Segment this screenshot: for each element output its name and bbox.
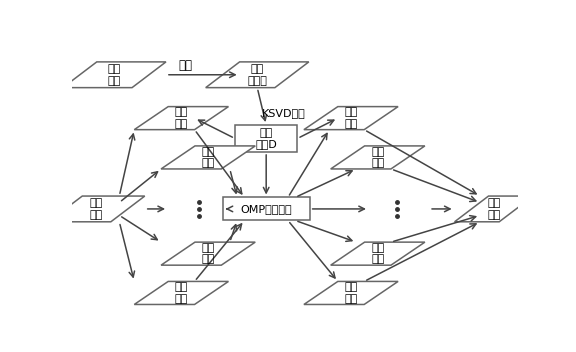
- Text: 取样: 取样: [179, 59, 193, 72]
- Polygon shape: [304, 107, 398, 130]
- Text: 训练
图集: 训练 图集: [108, 64, 121, 86]
- Text: 通用
字典D: 通用 字典D: [255, 128, 277, 149]
- Text: 子图
像块: 子图 像块: [175, 107, 188, 129]
- Text: 稀疏
向量: 稀疏 向量: [371, 243, 384, 264]
- Text: 稀疏
矩阵: 稀疏 矩阵: [487, 198, 501, 220]
- Polygon shape: [134, 282, 229, 304]
- Polygon shape: [134, 107, 229, 130]
- Text: 稀疏
向量: 稀疏 向量: [344, 282, 358, 304]
- Bar: [235, 125, 297, 152]
- Text: 稀疏
向量: 稀疏 向量: [344, 107, 358, 129]
- Polygon shape: [454, 196, 533, 222]
- Polygon shape: [331, 146, 425, 169]
- Polygon shape: [161, 242, 255, 265]
- Text: 训练
子图集: 训练 子图集: [247, 64, 267, 86]
- Polygon shape: [48, 196, 145, 222]
- Polygon shape: [331, 242, 425, 265]
- Polygon shape: [304, 282, 398, 304]
- Text: OMP稀疏分解: OMP稀疏分解: [240, 204, 292, 214]
- Text: 测试
图片: 测试 图片: [90, 198, 103, 220]
- Text: 子图
像块: 子图 像块: [202, 147, 215, 168]
- Text: 子图
像块: 子图 像块: [175, 282, 188, 304]
- Text: 子图
像块: 子图 像块: [202, 243, 215, 264]
- Text: 稀疏
向量: 稀疏 向量: [371, 147, 384, 168]
- Polygon shape: [206, 62, 309, 88]
- Polygon shape: [63, 62, 166, 88]
- Text: KSVD方法: KSVD方法: [262, 108, 306, 118]
- Bar: [223, 197, 310, 220]
- Polygon shape: [161, 146, 255, 169]
